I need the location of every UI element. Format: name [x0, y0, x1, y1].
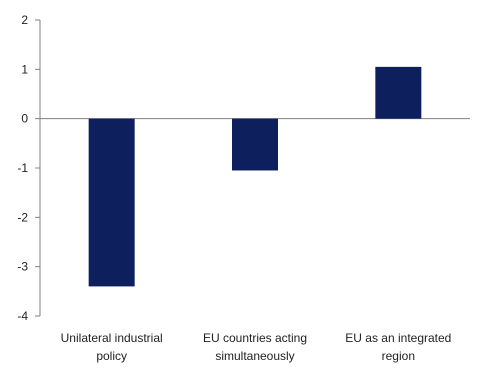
bar-1 [88, 118, 135, 287]
bar-2 [232, 118, 278, 171]
x-category-label: Unilateral industrial [61, 331, 163, 345]
y-tick-label: -2 [17, 210, 28, 224]
x-category-label: policy [96, 349, 127, 363]
labels-layer: 2 1 0 -1 -2 -3 -4 Unilateral industrial policy EU… [17, 13, 451, 363]
bar-3 [375, 66, 422, 119]
x-category-label: EU countries acting [203, 331, 307, 345]
y-tick-label: -1 [17, 161, 28, 175]
y-tick-label: 1 [21, 62, 28, 76]
x-category-label: region [382, 349, 415, 363]
y-tick-label: 2 [21, 13, 28, 27]
y-tick-label: -4 [17, 309, 28, 323]
y-tick-label: -3 [17, 260, 28, 274]
y-tick-label: 0 [21, 112, 28, 126]
x-category-label: EU as an integrated [345, 331, 451, 345]
bars-layer [88, 66, 422, 287]
x-category-label: simultaneously [215, 349, 294, 363]
